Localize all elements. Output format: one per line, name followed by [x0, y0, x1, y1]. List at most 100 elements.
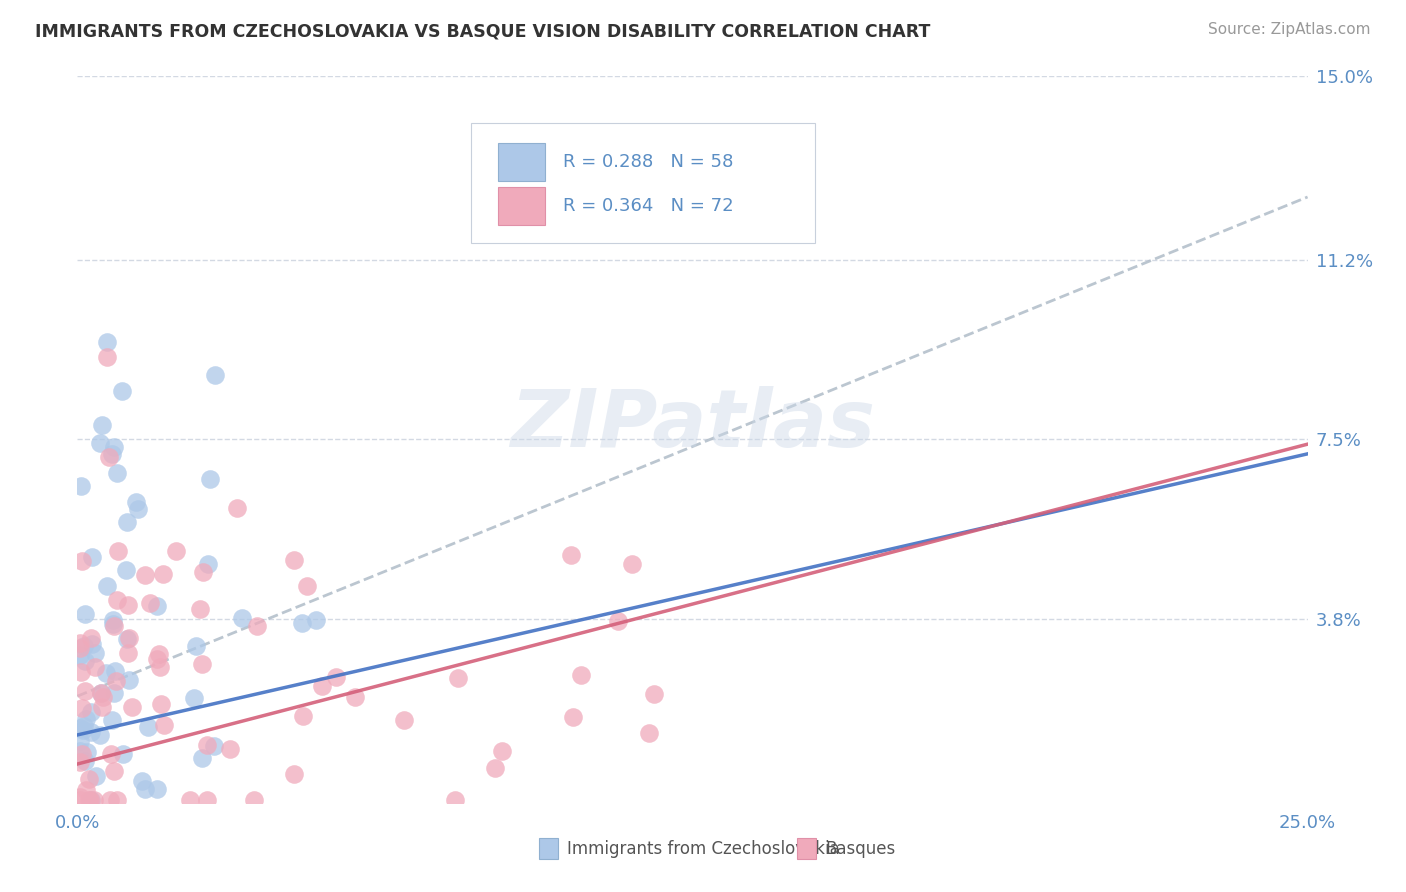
Point [90, 686, 112, 700]
Point [103, 665, 125, 679]
Point [118, 673, 141, 687]
Point [325, 670, 347, 684]
Point [93, 690, 115, 704]
Point [79, 793, 101, 807]
Point [643, 687, 665, 701]
Point [292, 709, 315, 723]
Point [392, 713, 415, 727]
Point [115, 632, 138, 646]
Point [202, 739, 225, 753]
Point [148, 647, 170, 661]
Point [243, 793, 266, 807]
Point [179, 793, 201, 807]
Bar [538, 838, 558, 859]
Point [484, 761, 506, 775]
Point [569, 668, 592, 682]
Point [344, 690, 367, 704]
Text: ZIPatlas: ZIPatlas [510, 385, 875, 464]
Point [69, 636, 91, 650]
Point [219, 742, 242, 756]
Point [75, 754, 97, 768]
Bar [797, 838, 815, 859]
Point [111, 384, 132, 398]
Point [69, 756, 91, 770]
Point [73, 718, 96, 732]
Point [69, 648, 91, 662]
Point [103, 440, 125, 454]
Point [70, 553, 93, 567]
Point [231, 611, 253, 625]
Text: Basques: Basques [825, 839, 896, 857]
Point [131, 774, 153, 789]
Bar [498, 144, 546, 181]
Point [305, 613, 328, 627]
Point [183, 690, 205, 705]
Point [146, 599, 169, 613]
Point [149, 660, 172, 674]
Point [69, 721, 91, 735]
Point [198, 472, 221, 486]
Point [69, 734, 91, 748]
Point [561, 710, 583, 724]
Point [103, 764, 125, 778]
Point [121, 699, 143, 714]
Point [105, 593, 128, 607]
Point [73, 607, 96, 622]
Point [638, 726, 661, 740]
Point [69, 743, 91, 757]
Point [80, 725, 103, 739]
Point [73, 684, 96, 698]
Point [89, 436, 111, 450]
Point [117, 598, 139, 612]
Point [96, 350, 118, 364]
Point [105, 467, 128, 481]
Point [190, 751, 212, 765]
Point [73, 639, 96, 653]
Point [69, 640, 91, 655]
Point [115, 515, 138, 529]
Point [84, 646, 107, 660]
Point [191, 565, 214, 579]
Point [145, 652, 167, 666]
Point [290, 615, 312, 630]
Point [103, 686, 125, 700]
Point [225, 501, 247, 516]
Point [152, 566, 174, 581]
Point [90, 417, 114, 432]
Text: IMMIGRANTS FROM CZECHOSLOVAKIA VS BASQUE VISION DISABILITY CORRELATION CHART: IMMIGRANTS FROM CZECHOSLOVAKIA VS BASQUE… [35, 22, 931, 40]
Point [100, 747, 122, 761]
Point [295, 579, 318, 593]
Point [76, 745, 98, 759]
Point [621, 558, 644, 572]
Point [197, 557, 219, 571]
Point [165, 543, 187, 558]
Point [101, 616, 124, 631]
Point [197, 738, 219, 752]
Point [105, 793, 128, 807]
Point [117, 631, 139, 645]
Point [100, 713, 122, 727]
Point [114, 563, 136, 577]
Point [69, 793, 91, 807]
Point [607, 614, 630, 628]
Point [72, 723, 94, 738]
Point [94, 665, 117, 680]
Point [104, 673, 127, 688]
Point [69, 790, 91, 805]
Point [444, 793, 467, 807]
Point [79, 631, 101, 645]
Text: R = 0.288   N = 58: R = 0.288 N = 58 [564, 153, 734, 171]
Point [560, 548, 582, 562]
Point [80, 637, 103, 651]
Text: Immigrants from Czechoslovakia: Immigrants from Czechoslovakia [568, 839, 841, 857]
Point [204, 368, 226, 383]
Point [107, 544, 129, 558]
Point [283, 553, 305, 567]
Point [246, 619, 269, 633]
Point [96, 579, 118, 593]
Point [77, 793, 100, 807]
Point [70, 479, 93, 493]
Point [138, 596, 160, 610]
Point [103, 619, 125, 633]
Point [283, 766, 305, 780]
